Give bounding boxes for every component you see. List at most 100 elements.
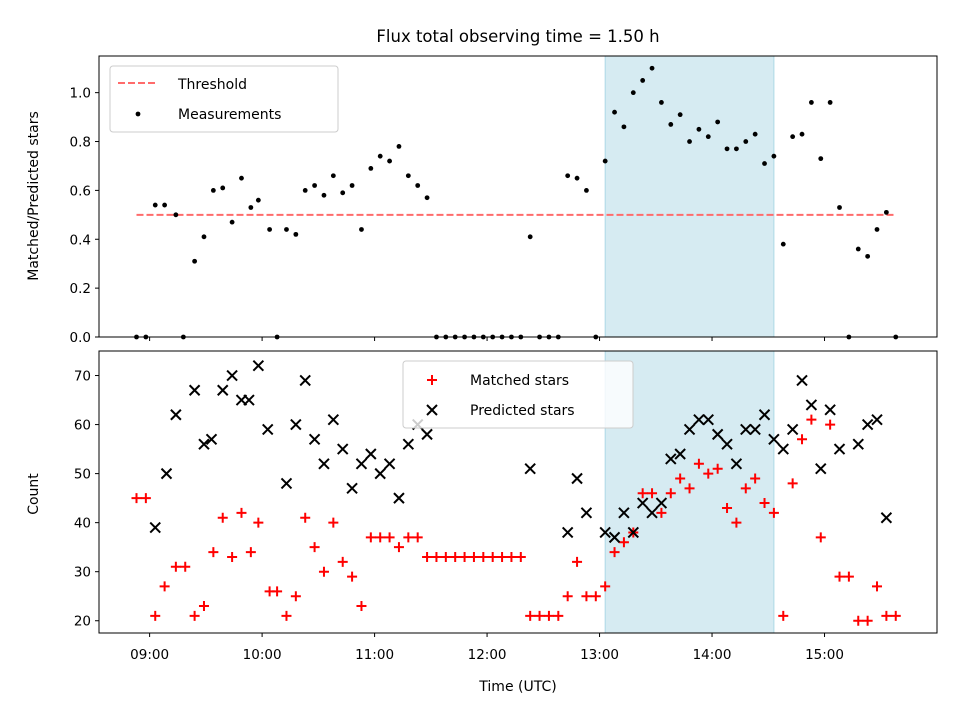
measurement-point [865, 253, 871, 259]
top-y-tick-label: 0.8 [70, 135, 91, 151]
measurement-point [630, 90, 636, 96]
predicted-stars-point [421, 428, 433, 441]
matched-stars-point [487, 551, 498, 562]
matched-stars-point [309, 542, 320, 553]
matched-stars-point [675, 473, 686, 484]
matched-stars-point [740, 483, 751, 494]
measurement-point [705, 134, 711, 140]
matched-stars-point [600, 581, 611, 592]
top-y-tick-label: 0.6 [70, 183, 91, 199]
predicted-stars-point [217, 384, 229, 396]
predicted-stars-point [758, 409, 771, 421]
measurement-point [267, 227, 272, 232]
measurement-point [284, 227, 289, 232]
matched-stars-point [693, 458, 704, 469]
matched-stars-point [637, 488, 648, 499]
measurement-point [396, 144, 402, 149]
matched-stars-point [534, 610, 545, 621]
matched-stars-point [562, 591, 573, 602]
measurement-point [349, 183, 355, 188]
legend-matched-stars-swatch [427, 375, 437, 385]
top-legend: Threshold Measurements [109, 65, 339, 133]
measurement-point [340, 190, 346, 196]
matched-stars-point [750, 473, 761, 484]
predicted-stars-point [618, 507, 630, 519]
predicted-stars-point [262, 423, 274, 436]
matched-stars-point [543, 610, 554, 621]
matched-stars-point [797, 434, 808, 445]
matched-stars-point [208, 547, 219, 558]
matched-stars-point [159, 581, 170, 592]
matched-stars-point [365, 532, 376, 543]
predicted-stars-point [198, 438, 210, 450]
matched-stars-point [787, 478, 798, 489]
matched-stars-point [272, 586, 283, 597]
predicted-stars-point [355, 458, 368, 470]
measurement-point [734, 146, 739, 152]
matched-stars-point [393, 542, 404, 553]
matched-stars-point [227, 551, 238, 562]
predicted-stars-point [205, 433, 218, 445]
matched-stars-point [843, 571, 854, 582]
predicted-stars-point [252, 360, 265, 372]
matched-stars-point [825, 419, 836, 430]
matched-stars-point [553, 610, 564, 621]
measurement-point [799, 131, 805, 137]
matched-stars-point [525, 610, 536, 621]
measurement-point [621, 124, 627, 130]
predicted-stars-point [730, 458, 743, 470]
top-shaded-region-layer [604, 56, 775, 337]
predicted-stars-point [871, 413, 883, 426]
predicted-stars-point [655, 497, 668, 509]
measurement-point [687, 139, 692, 144]
predicted-stars-point [365, 448, 377, 460]
bottom-x-tick-label: 15:00 [805, 647, 844, 663]
matched-stars-point [245, 547, 256, 558]
measurement-point [640, 78, 646, 83]
predicted-stars-point [683, 423, 696, 436]
predicted-stars-point [299, 374, 311, 387]
measurement-point [855, 246, 861, 252]
bottom-y-tick-label: 60 [74, 418, 91, 434]
matched-stars-point [337, 556, 348, 567]
predicted-stars-point [374, 467, 386, 480]
measurement-point [415, 183, 421, 188]
matched-stars-point [281, 610, 292, 621]
measurement-point [584, 187, 589, 193]
measurement-point [173, 212, 179, 218]
bottom-y-tick-label: 40 [74, 516, 91, 532]
predicted-stars-point [674, 448, 686, 460]
predicted-stars-point [777, 443, 789, 455]
predicted-stars-point [280, 477, 293, 490]
predicted-stars-point [327, 413, 340, 426]
matched-stars-point [609, 547, 620, 558]
predicted-stars-point [393, 492, 405, 504]
matched-stars-point [170, 561, 181, 572]
matched-stars-point [506, 551, 517, 562]
predicted-stars-point [580, 507, 593, 519]
predicted-stars-point [318, 458, 330, 470]
bottom-y-axis-label: Count [26, 473, 42, 515]
bottom-axes-frame [98, 350, 938, 634]
top-y-tick-label: 0.2 [70, 281, 91, 297]
measurement-point [201, 234, 207, 240]
matched-stars-point [431, 551, 442, 562]
legend-matched-stars-label: Matched stars [470, 373, 569, 389]
top-y-tick-label: 0.0 [70, 330, 91, 346]
top-y-tick-label: 1.0 [70, 86, 91, 102]
matched-stars-point [581, 591, 592, 602]
matched-stars-point [768, 507, 779, 518]
bottom-y-tick-label: 50 [74, 467, 91, 483]
bottom-x-tick-label: 11:00 [355, 647, 394, 663]
matched-stars-point [778, 610, 789, 621]
measurement-point [405, 173, 411, 179]
predicted-stars-point [599, 526, 611, 539]
measurement-point [602, 158, 608, 164]
matched-stars-point [665, 488, 676, 499]
measurement-point [424, 195, 430, 201]
measurement-point [780, 241, 786, 247]
predicted-stars-point [524, 462, 536, 475]
predicted-stars-point [402, 438, 415, 450]
predicted-stars-point [702, 413, 714, 426]
measurement-point [330, 173, 336, 179]
